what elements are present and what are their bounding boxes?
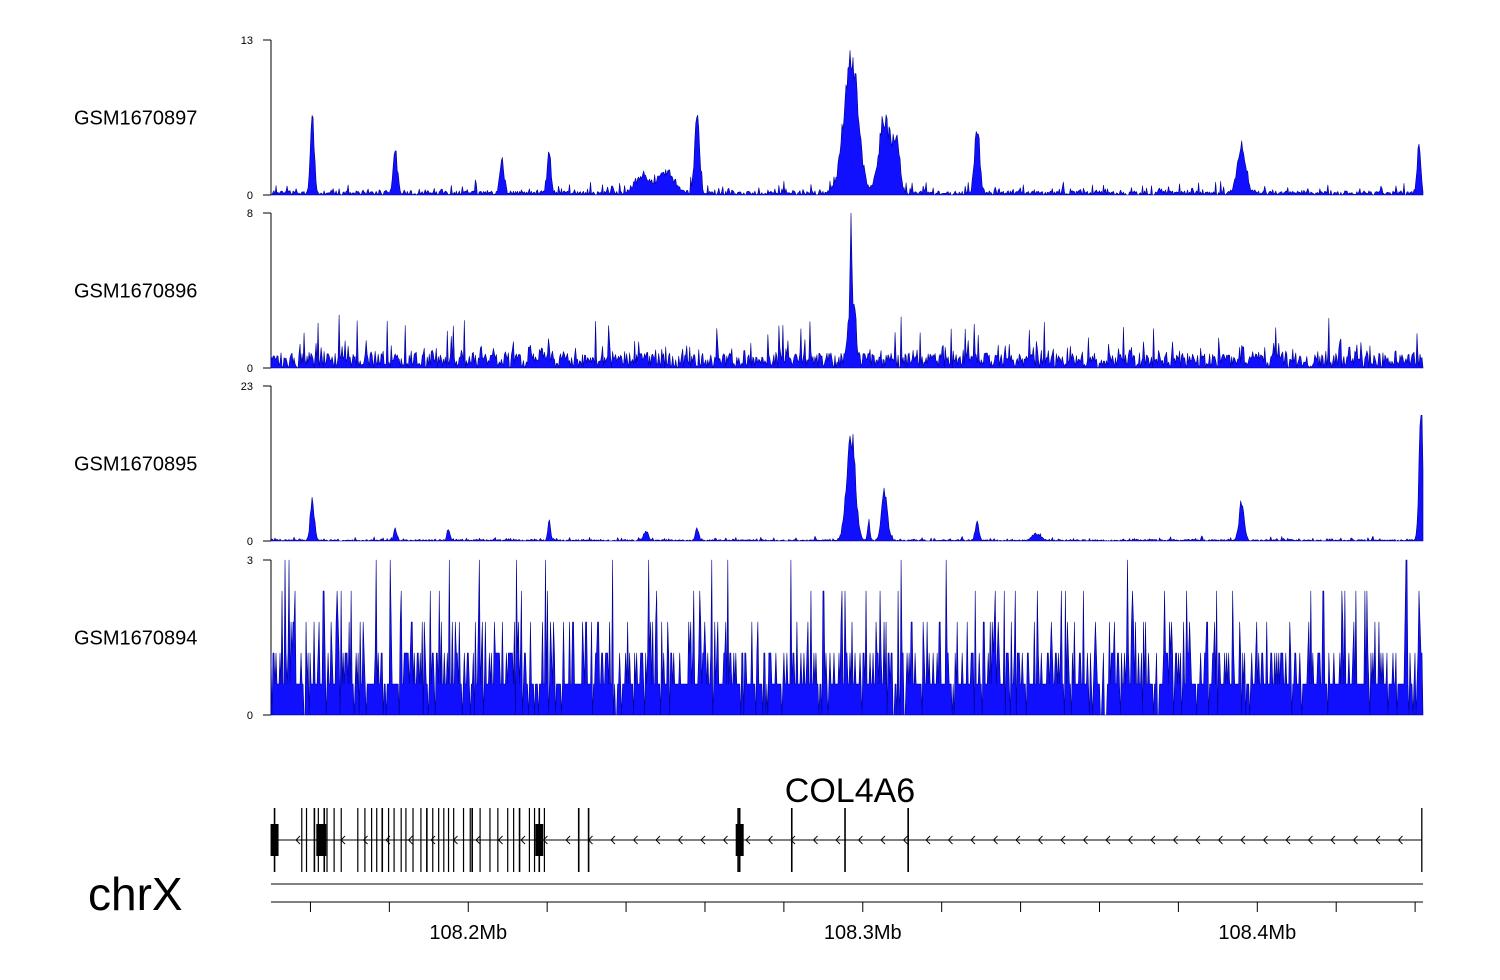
strand-arrow [677,835,683,845]
x-tick-label: 108.4Mb [1218,922,1296,944]
track-label: GSM1670895 [74,454,197,476]
gene-track: COL4A6 [270,772,1423,885]
y-tick-label: 3 [247,555,253,567]
strand-arrow [1105,835,1111,845]
chromosome-label: chrX [88,868,183,920]
strand-arrow [1352,835,1358,845]
strand-arrow [610,835,616,845]
strand-arrow [1037,835,1043,845]
strand-arrow [1240,835,1246,845]
track-label: GSM1670896 [74,281,197,303]
track-gsm1670895: GSM1670895 23 0 [74,381,1424,548]
track-gsm1670894: GSM1670894 3 0 [74,555,1424,722]
x-tick-label: 108.2Mb [429,922,507,944]
strand-arrow [475,835,481,845]
strand-arrow [1082,835,1088,845]
exon-block [535,824,544,856]
strand-arrow [1375,835,1381,845]
y-tick-label: 23 [241,381,253,393]
exon-block [735,824,744,856]
strand-arrow [407,835,413,845]
strand-arrow [1217,835,1223,845]
track-label: GSM1670894 [74,628,197,650]
y-tick-label: 0 [247,363,253,375]
strand-arrow [1195,835,1201,845]
strand-arrow [1330,835,1336,845]
strand-arrow [632,835,638,845]
strand-arrow [1015,835,1021,845]
strand-arrow [1172,835,1178,845]
gene-name-label: COL4A6 [785,772,915,810]
strand-arrow [1127,835,1133,845]
strand-arrow [1285,835,1291,845]
genome-axis: chrX 108.2Mb 108.3Mb 108.4Mb [88,868,1423,944]
strand-arrow [700,835,706,845]
strand-arrow [1060,835,1066,845]
strand-arrow [857,835,863,845]
strand-arrow [925,835,931,845]
coverage-area [270,50,1424,196]
strand-arrow [970,835,976,845]
strand-arrow [565,835,571,845]
strand-arrow [812,835,818,845]
x-tick-label: 108.3Mb [824,922,902,944]
coverage-area [270,414,1424,542]
y-tick-label: 13 [241,35,253,47]
strand-arrow [362,835,368,845]
strand-arrow [430,835,436,845]
strand-arrow [1397,835,1403,845]
y-tick-label: 0 [247,710,253,722]
exon-block [270,824,279,856]
strand-arrow [655,835,661,845]
strand-arrow [1307,835,1313,845]
exon-block [318,824,327,856]
strand-arrow [902,835,908,845]
y-tick-label: 8 [247,208,253,220]
coverage-area [270,559,1424,716]
strand-arrow [497,835,503,845]
strand-arrow [722,835,728,845]
track-label: GSM1670897 [74,108,197,130]
y-tick-label: 0 [247,536,253,548]
strand-arrow [1150,835,1156,845]
strand-arrow [947,835,953,845]
strand-arrow [992,835,998,845]
strand-arrow [835,835,841,845]
strand-arrow [745,835,751,845]
track-gsm1670897: GSM1670897 13 0 [74,35,1424,202]
strand-arrow [880,835,886,845]
y-tick-label: 0 [247,190,253,202]
strand-arrow [542,835,548,845]
strand-arrow [295,835,301,845]
track-gsm1670896: GSM1670896 8 0 [74,208,1424,375]
strand-arrow [1262,835,1268,845]
strand-arrow [767,835,773,845]
strand-arrow [520,835,526,845]
coverage-area [270,212,1424,369]
